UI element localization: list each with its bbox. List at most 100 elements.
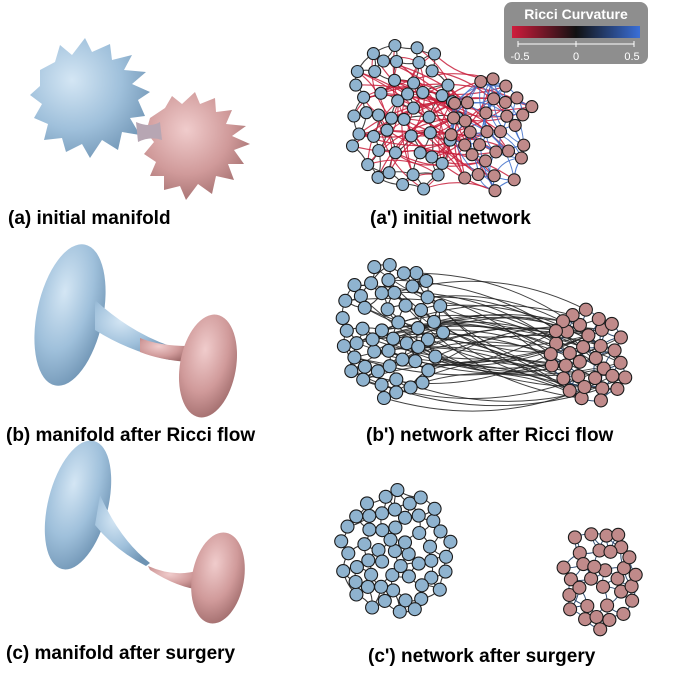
network-node: [576, 340, 591, 355]
network-node: [447, 111, 461, 125]
network-node: [510, 91, 524, 105]
network-node: [458, 171, 472, 185]
network-node: [396, 266, 411, 281]
legend-colorbar: [512, 26, 640, 38]
network-node: [357, 90, 371, 104]
network-node: [339, 323, 354, 338]
network-node: [599, 528, 614, 543]
network-node: [479, 106, 493, 120]
network-node: [498, 95, 512, 109]
network-node: [421, 363, 436, 378]
network-node: [562, 587, 577, 603]
network-after-ricci-flow: [335, 257, 633, 412]
network-node: [398, 593, 413, 608]
network-node: [387, 73, 402, 87]
network-node: [417, 182, 431, 196]
network-node: [578, 302, 593, 317]
network-node: [593, 393, 608, 408]
network-after-surgery: [334, 483, 643, 637]
network-node: [558, 358, 573, 373]
network-node: [414, 591, 429, 606]
network-node: [563, 602, 578, 617]
blue-spiky-blob: [30, 38, 150, 158]
blue-lobe: [34, 244, 106, 386]
network-node: [465, 148, 479, 162]
network-node: [401, 87, 415, 101]
network-node: [556, 371, 571, 386]
network-node: [428, 349, 443, 364]
network-node: [589, 609, 604, 625]
network-node: [406, 101, 420, 115]
network-node: [595, 579, 611, 594]
network-node: [567, 530, 582, 545]
network-node: [365, 600, 380, 615]
network-node: [593, 338, 608, 354]
network-node: [424, 570, 439, 585]
network-node: [391, 315, 406, 330]
network-node: [412, 55, 426, 70]
network-edge: [367, 159, 439, 176]
network-node: [562, 383, 577, 398]
network-node: [367, 129, 381, 143]
network-node: [572, 317, 587, 332]
network-node: [415, 375, 430, 390]
network-node: [382, 257, 397, 273]
network-node: [386, 583, 401, 598]
initial-network: [345, 38, 539, 198]
caption-b: (b) manifold after Ricci flow: [6, 425, 255, 446]
network-node: [489, 145, 503, 159]
network-node: [370, 364, 385, 379]
network-node: [580, 598, 595, 614]
network-node: [391, 94, 405, 108]
network-node: [395, 352, 410, 367]
network-node: [420, 332, 435, 347]
network-node: [380, 302, 395, 317]
network-node: [371, 542, 386, 558]
network-node: [397, 112, 411, 126]
network-node: [562, 346, 577, 361]
network-node: [361, 553, 376, 568]
network-node: [405, 279, 420, 294]
network-node: [374, 286, 389, 301]
network-node: [411, 556, 426, 571]
network-node: [438, 564, 453, 579]
network-node: [353, 289, 368, 304]
network-node: [572, 354, 587, 369]
network-node: [410, 321, 426, 336]
network-node: [336, 338, 351, 354]
network-node: [422, 110, 436, 124]
pink-lobe: [178, 314, 238, 418]
caption-c: (c) manifold after surgery: [6, 643, 236, 664]
network-node: [357, 359, 372, 374]
network-node: [385, 568, 400, 583]
network-node: [584, 571, 599, 586]
network-node: [345, 139, 360, 153]
initial-manifold: [30, 38, 250, 200]
network-node: [382, 359, 397, 374]
network-node: [472, 138, 487, 152]
network-node: [378, 489, 393, 504]
network-node: [347, 350, 362, 365]
network-node: [613, 330, 628, 345]
network-node: [458, 138, 472, 152]
network-node: [386, 331, 401, 346]
pink-spiky-blob: [144, 92, 250, 200]
network-node: [548, 324, 563, 339]
network-node: [433, 524, 448, 539]
network-node: [618, 370, 633, 385]
network-node: [374, 377, 389, 392]
network-node: [361, 158, 375, 172]
network-node: [341, 546, 356, 561]
network-node: [349, 587, 364, 602]
network-node: [367, 260, 382, 275]
network-node: [424, 553, 439, 568]
network-node: [410, 41, 424, 55]
network-node: [383, 532, 398, 547]
pink-horn: [148, 566, 202, 590]
network-node: [616, 606, 631, 621]
network-node: [364, 567, 379, 582]
network-node: [591, 311, 606, 327]
network-node: [603, 544, 618, 559]
network-node: [377, 593, 392, 608]
network-node: [577, 379, 592, 395]
